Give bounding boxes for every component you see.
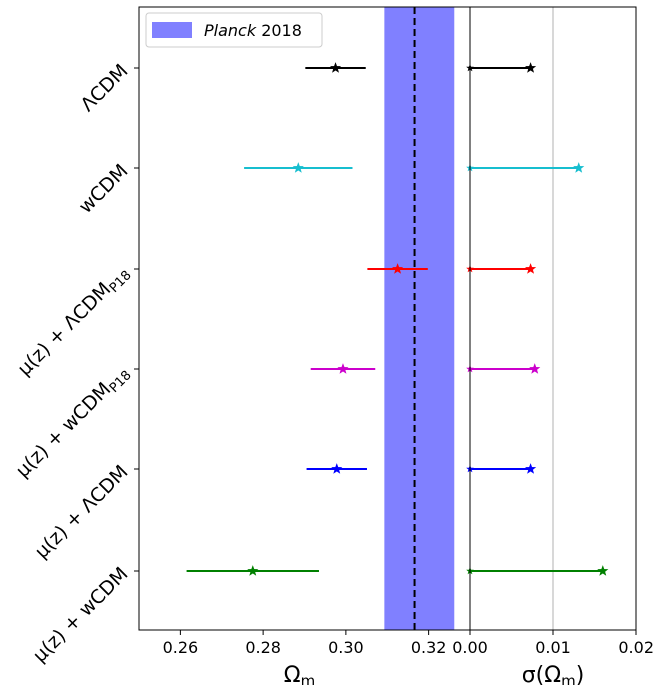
x-tick-label: 0.30 [328, 638, 364, 657]
sigma-point [597, 565, 609, 576]
data-point [247, 565, 259, 576]
legend-label: Planck 2018 [204, 21, 302, 40]
x-tick-label: 0.01 [535, 638, 571, 657]
sigma-point [573, 162, 585, 173]
data-point [292, 162, 304, 173]
x-tick-label: 0.28 [245, 638, 281, 657]
legend-swatch [152, 22, 192, 38]
model-label: μ(z) + ΛCDMP18 [13, 261, 134, 382]
data-point [337, 363, 349, 374]
x-tick-label: 0.00 [452, 638, 488, 657]
x-tick-label: 0.02 [618, 638, 654, 657]
model-label: μ(z) + wCDM [29, 563, 133, 667]
model-label: ΛCDM [76, 60, 132, 116]
sigma-point [529, 363, 541, 374]
sigma-point [525, 62, 537, 73]
x-axis-label: Ωm [284, 663, 315, 685]
data-point [329, 62, 342, 73]
model-label: μ(z) + ΛCDM [31, 461, 133, 563]
planck-band [384, 7, 455, 630]
x-tick-label: 0.26 [163, 638, 199, 657]
data-point [331, 463, 343, 474]
legend: Planck 2018 [145, 12, 323, 48]
sigma-point [525, 463, 537, 474]
x-tick-label: 0.32 [411, 638, 447, 657]
model-label: wCDM [75, 160, 133, 218]
omega-m-panel: 0.26 0.28 0.30 0.32 Ωm [134, 6, 471, 685]
sigma-point [525, 263, 537, 274]
x-axis-label: σ(Ωm) [522, 663, 585, 685]
legend-box [145, 12, 323, 48]
sigma-omega-m-panel: 0.00 0.01 0.02 σ(Ωm) [452, 6, 654, 685]
data-point [392, 263, 404, 274]
